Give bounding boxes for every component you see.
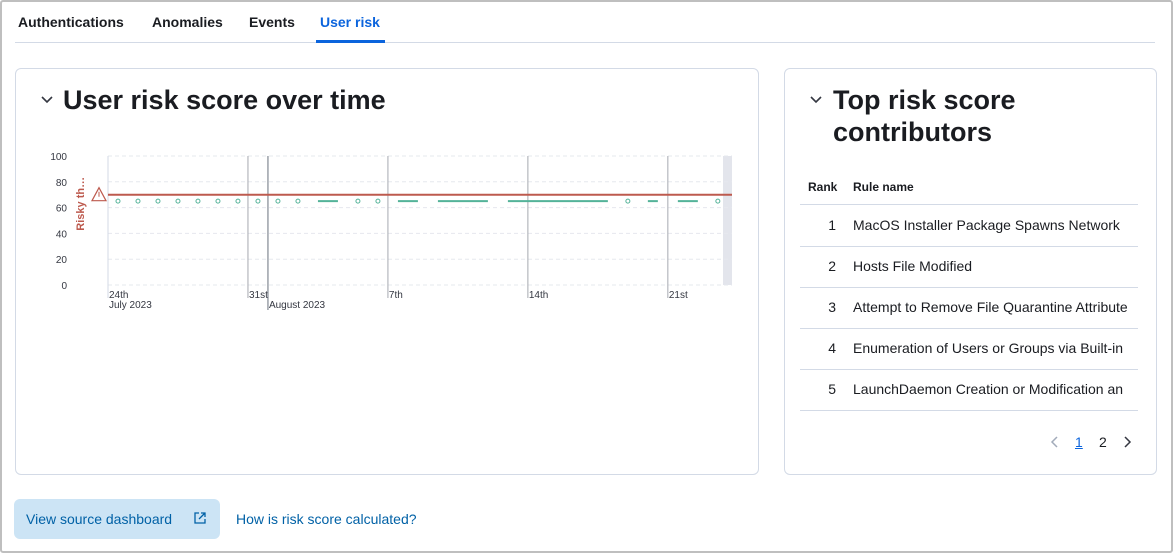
chart-panel — [15, 68, 759, 475]
active-tab-underline — [316, 40, 385, 43]
tab-divider — [15, 42, 1155, 43]
rule-name: Attempt to Remove File Quarantine Attrib… — [853, 299, 1128, 315]
tab[interactable]: Events — [249, 14, 295, 30]
help-link[interactable]: How is risk score calculated? — [236, 511, 417, 527]
prev-page[interactable] — [1049, 435, 1061, 449]
column-header: Rank — [808, 180, 838, 194]
table-row: 2 Hosts File Modified — [800, 246, 1138, 288]
next-page[interactable] — [1121, 435, 1133, 449]
panel-title: Top risk score contributors — [833, 85, 1016, 147]
view-source-button[interactable]: View source dashboard — [14, 499, 220, 539]
contributors-panel — [784, 68, 1157, 475]
rank: 3 — [828, 299, 836, 315]
column-header: Rule name — [853, 180, 914, 194]
rule-name: Enumeration of Users or Groups via Built… — [853, 340, 1123, 356]
table-row: 1 MacOS Installer Package Spawns Network — [800, 205, 1138, 247]
rank: 4 — [828, 340, 836, 356]
table-row: 3 Attempt to Remove File Quarantine Attri… — [800, 287, 1138, 329]
page-link[interactable]: 2 — [1099, 434, 1107, 450]
rank: 2 — [828, 258, 836, 274]
table-row: 5 LaunchDaemon Creation or Modification a… — [800, 369, 1138, 411]
page-link[interactable]: 1 — [1075, 434, 1083, 450]
rule-name: Hosts File Modified — [853, 258, 973, 274]
rank: 5 — [828, 381, 836, 397]
rank: 1 — [828, 217, 836, 233]
rule-name: MacOS Installer Package Spawns Network — [853, 217, 1120, 233]
tab[interactable]: Anomalies — [152, 14, 223, 30]
chart-title: User risk score over time — [63, 85, 386, 115]
collapse-toggle[interactable] — [40, 93, 54, 107]
collapse-toggle[interactable] — [809, 93, 823, 107]
external-icon — [194, 512, 206, 524]
button-label: View source dashboard — [26, 511, 173, 527]
tab[interactable]: Authentications — [18, 14, 124, 30]
table-row: 4 Enumeration of Users or Groups via Buil… — [800, 328, 1138, 370]
header-divider — [800, 204, 1138, 205]
tab[interactable]: User risk — [320, 14, 380, 30]
rule-name: LaunchDaemon Creation or Modification an — [853, 381, 1124, 397]
